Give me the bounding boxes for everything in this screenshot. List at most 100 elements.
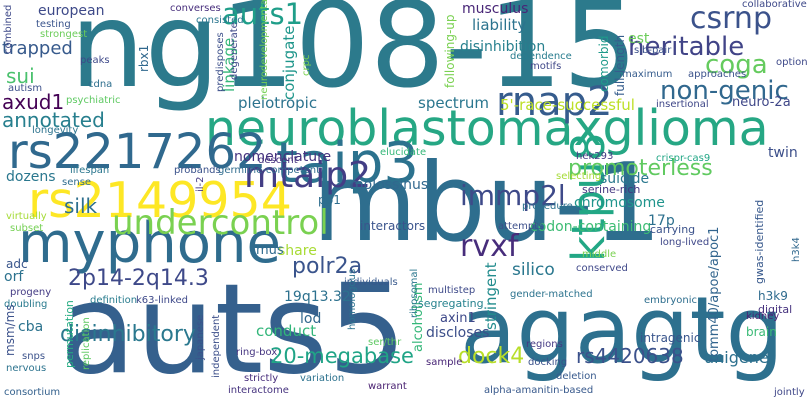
word-elucidate: elucidate xyxy=(380,147,427,158)
word-collaborative: collaborative xyxy=(742,0,807,10)
word-gender-matched: gender-matched xyxy=(510,289,593,300)
word-interactome: interactome xyxy=(228,385,289,396)
word-procedure: procedure xyxy=(522,201,573,212)
word-ng108-15: ng108-15 xyxy=(70,0,638,114)
word-ring-box: ring-box xyxy=(236,347,278,358)
word-dock4: dock4 xyxy=(458,344,525,369)
word-molossinus: molossinus xyxy=(350,177,429,193)
word-discloses: discloses xyxy=(426,325,490,341)
word-intragenic: intragenic xyxy=(640,331,701,345)
word-coga: coga xyxy=(705,50,768,80)
word-strongest: strongest xyxy=(40,29,88,40)
word-silico: silico xyxy=(512,260,555,280)
word-conserved: conserved xyxy=(576,263,628,274)
word-insertional: insertional xyxy=(656,99,709,110)
word-sense: sense xyxy=(62,177,92,188)
word-homologous: homologous xyxy=(347,268,358,330)
word-neuro-2a: neuro-2a xyxy=(732,95,791,110)
word-tomm40/apoe/apoc1: tomm40/apoe/apoc1 xyxy=(707,226,722,362)
word-il-2: il-2 xyxy=(195,176,206,192)
word-cba: cba xyxy=(18,319,44,335)
word-auts5: auts5 xyxy=(60,258,407,402)
word-disinhibitory: disinhibitory xyxy=(60,322,196,347)
word-cdna: cdna xyxy=(88,79,113,90)
word-spectrum: spectrum xyxy=(418,94,489,112)
word-long-lived: long-lived xyxy=(660,237,710,248)
word-sample: sample xyxy=(426,357,463,368)
word-germline-competent: germline-competent xyxy=(218,165,321,176)
word-predisposes: predisposes xyxy=(215,32,226,92)
word-agagtg: agagtg xyxy=(460,277,785,384)
word-degenerate: degenerate xyxy=(229,22,240,80)
word-myphone: myphone xyxy=(18,211,281,276)
word-liability: liability xyxy=(472,16,527,34)
word-autism: autism xyxy=(8,83,43,94)
word-combined: combined xyxy=(3,4,14,54)
word-immp2l: immp2l xyxy=(460,179,566,212)
word-20-megabase: 20-megabase xyxy=(270,344,414,368)
word-ser/thr: ser/thr xyxy=(368,337,402,348)
word-dozens: dozens xyxy=(6,169,56,185)
word-orf: orf xyxy=(4,269,24,285)
word-promoterless: promoterless xyxy=(568,156,713,181)
word-mtaip2: mtaip2 xyxy=(244,155,372,196)
word-adc: adc xyxy=(6,257,28,271)
word-gwas-identified: gwas-identified xyxy=(753,199,766,284)
word-annotated: annotated xyxy=(2,108,105,132)
word-interactors: interactors xyxy=(360,219,426,233)
word-rvxf: rvxf xyxy=(460,229,519,264)
word-h3k9: h3k9 xyxy=(758,289,788,303)
word-full-length: full-length xyxy=(613,34,627,96)
word-pp1: pp1 xyxy=(318,193,341,207)
word-5'-race-successful: 5'-race-successful xyxy=(500,96,635,114)
word-heritable: heritable xyxy=(628,32,745,62)
word-jointly: jointly xyxy=(774,387,805,398)
word-motifs: motifs xyxy=(530,61,562,72)
word-sui: sui xyxy=(6,64,35,88)
word-attempts: attempts xyxy=(498,221,544,232)
word-middle: middle xyxy=(582,249,617,260)
word-testing: testing xyxy=(36,19,71,30)
word-rs2217262: rs2217262 xyxy=(8,124,267,180)
word-psychiatric: psychiatric xyxy=(66,95,121,106)
word-unigene: unigene xyxy=(704,348,769,367)
word-neurodevelopmental: neurodevelopmental xyxy=(259,0,270,100)
word-selecting: selecting xyxy=(556,171,602,182)
word-2p14-2q14.3: 2p14-2q14.3 xyxy=(68,266,209,291)
word-carrying: carrying xyxy=(650,223,696,236)
word-pleiotropic: pleiotropic xyxy=(238,94,318,112)
word-19q13.32: 19q13.32 xyxy=(284,289,351,305)
word-mus: mus xyxy=(256,243,284,258)
word-approaches: approaches xyxy=(688,69,747,80)
word-multistep: multistep xyxy=(428,285,476,296)
word-non-genic: non-genic xyxy=(660,76,789,106)
word-replication: replication xyxy=(81,317,92,370)
word-options: options xyxy=(776,57,808,68)
word-rs4420638: rs4420638 xyxy=(576,344,684,368)
word-definition: definition xyxy=(90,295,138,306)
word-individuals: individuals xyxy=(344,277,398,288)
word-msm/ms: msm/ms xyxy=(3,304,17,356)
word-strictly: strictly xyxy=(244,373,279,384)
word-consisted: consisted xyxy=(196,15,244,26)
word-nervous: nervous xyxy=(6,363,47,374)
word-musculus: musculus xyxy=(462,1,529,17)
word-codon-containing: codon-containing xyxy=(530,219,652,235)
word-undercontrol: undercontrol xyxy=(112,203,329,243)
word-virtually: virtually xyxy=(6,211,47,222)
word-docking: docking xyxy=(528,357,568,368)
word-taip3: taip3 xyxy=(276,131,420,196)
word-brain: brain xyxy=(746,325,777,339)
word-nomenclature: nomenclature xyxy=(234,149,332,165)
word-silk: silk xyxy=(64,194,98,218)
word-chromosome: chromosome xyxy=(574,195,665,211)
word-suicide: suicide xyxy=(600,171,650,187)
word-17p: 17p xyxy=(648,213,675,229)
word-progeny: progeny xyxy=(10,287,52,298)
word-converses: converses xyxy=(170,3,221,14)
word-share: share xyxy=(278,243,317,259)
word-rbx1: rbx1 xyxy=(137,44,151,72)
word-k63-linked: k63-linked xyxy=(136,295,188,306)
word-following-up: following-up xyxy=(443,14,457,89)
